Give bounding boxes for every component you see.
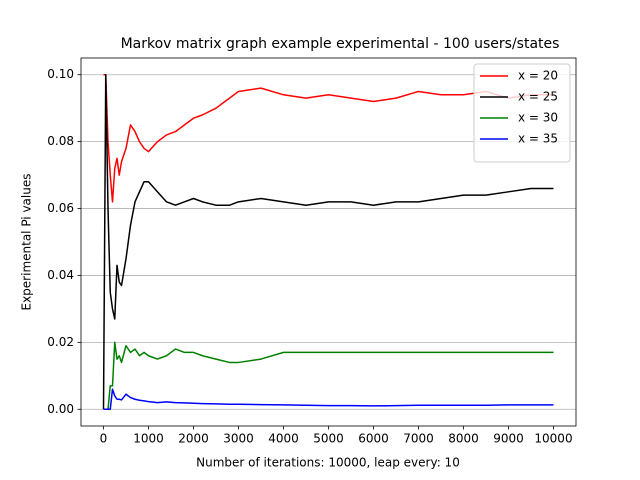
x-tick-label: 9000 [493, 432, 524, 446]
legend-label: x = 30 [518, 111, 558, 125]
legend-label: x = 20 [518, 69, 558, 83]
series-line [102, 73, 554, 410]
x-axis-label: Number of iterations: 10000, leap every:… [196, 456, 460, 470]
series-line [103, 73, 554, 203]
series-line [103, 388, 554, 411]
y-tick-label: 0.02 [47, 335, 74, 349]
y-tick-label: 0.06 [47, 201, 74, 215]
y-tick-label: 0.10 [47, 67, 74, 81]
x-tick-label: 8000 [448, 432, 479, 446]
y-tick-label: 0.08 [47, 134, 74, 148]
y-tick-label: 0.00 [47, 402, 74, 416]
x-tick-label: 10000 [534, 432, 572, 446]
plot-frame [80, 57, 577, 427]
x-tick-label: 2000 [178, 432, 209, 446]
y-axis-label: Experimental Pi values [20, 174, 34, 311]
x-tick-label: 1000 [133, 432, 164, 446]
x-tick-label: 3000 [223, 432, 254, 446]
legend-label: x = 35 [518, 132, 558, 146]
chart-title: Markov matrix graph example experimental… [121, 36, 560, 52]
series-line [103, 341, 554, 411]
y-tick-label: 0.04 [47, 268, 74, 282]
x-tick-label: 0 [100, 432, 108, 446]
x-tick-label: 6000 [358, 432, 389, 446]
x-tick-label: 5000 [313, 432, 344, 446]
legend-box [473, 63, 571, 163]
legend-label: x = 25 [518, 90, 558, 104]
x-tick-label: 7000 [403, 432, 434, 446]
x-tick-label: 4000 [268, 432, 299, 446]
